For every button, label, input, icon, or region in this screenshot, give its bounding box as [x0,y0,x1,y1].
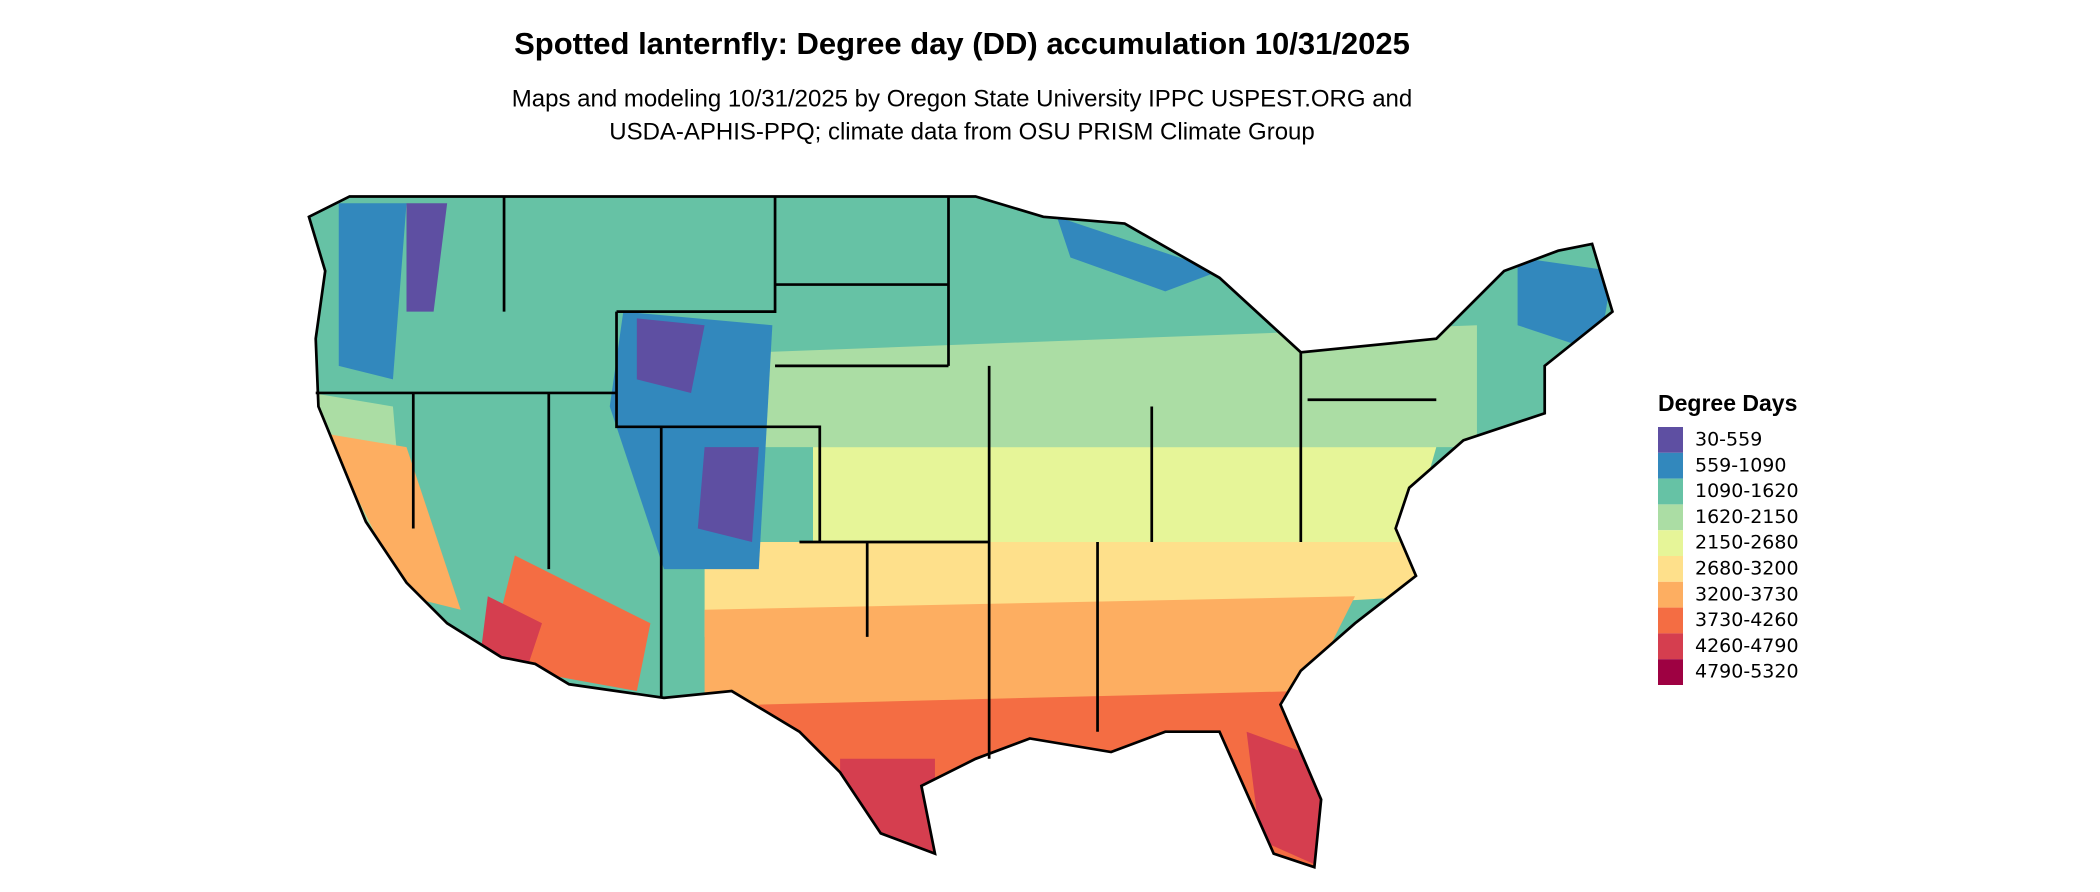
legend-title: Degree Days [1658,390,1797,416]
state-borders [307,195,1614,869]
map-title: Spotted lanternfly: Degree day (DD) accu… [514,26,1410,61]
zone [406,203,448,312]
legend-label: 2680-3200 [1695,558,1799,580]
legend-swatch [1658,607,1683,634]
legend-swatch [1658,556,1683,582]
legend-label: 4260-4790 [1695,635,1799,657]
legend-label: 30-559 [1695,429,1762,451]
legend-swatch [1658,427,1683,453]
zone [758,325,1477,448]
zone [813,447,1437,542]
legend-swatch [1658,581,1683,608]
legend-label: 2150-2680 [1695,532,1799,554]
legend-label: 1090-1620 [1695,480,1799,502]
zone [1246,731,1322,868]
legend-swatch [1658,504,1683,531]
legend-label: 4790-5320 [1695,661,1799,683]
legend: 30-559 559-1090 1090-1620 1620-2150 2150-268… [1658,427,1799,685]
zone [636,318,705,393]
zone [325,433,461,610]
legend-label: 3200-3730 [1695,583,1799,605]
legend-swatch [1658,530,1683,556]
zone [1517,257,1613,353]
subtitle: USDA-APHIS-PPQ; climate data from OSU PR… [609,118,1315,145]
zone [840,758,935,868]
legend-swatch [1658,452,1683,479]
legend-label: 1620-2150 [1695,506,1799,528]
zone [697,447,759,542]
subtitle: Maps and modeling 10/31/2025 by Oregon S… [512,85,1412,112]
legend-swatch [1658,478,1683,505]
legend-label: 559-1090 [1695,454,1786,476]
zone [338,203,407,380]
zone [481,596,542,664]
legend-swatch [1658,659,1683,685]
legend-label: 3730-4260 [1695,609,1799,631]
legend-swatch [1658,633,1683,660]
zone [758,691,1315,868]
map [307,195,1614,869]
zone [1056,216,1220,292]
